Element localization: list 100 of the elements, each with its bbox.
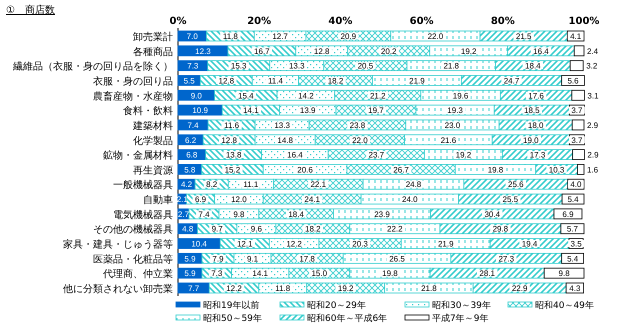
data-label: 14.8 xyxy=(277,136,294,145)
data-label: 2.9 xyxy=(587,120,599,130)
y-tick-label: 繊維品（衣服・身の回り品を除く） xyxy=(12,60,173,73)
data-label: 14.2 xyxy=(298,91,314,100)
y-tick-label: 家具・建具・じゅう器等 xyxy=(63,238,173,251)
legend-label: 昭和20～29年 xyxy=(307,300,366,311)
data-label: 23.8 xyxy=(350,120,366,130)
data-label: 23.0 xyxy=(444,120,461,130)
data-label: 18.4 xyxy=(288,210,304,219)
data-label: 24.1 xyxy=(304,195,321,204)
data-label: 7.0 xyxy=(186,32,198,41)
legend-label: 平成7年～9年 xyxy=(432,313,488,324)
data-label: 10.9 xyxy=(192,106,208,116)
data-label: 5.4 xyxy=(567,195,580,204)
data-label: 6.2 xyxy=(185,136,197,145)
data-label: 15.4 xyxy=(238,91,254,100)
data-label: 4.1 xyxy=(570,32,582,41)
data-label: 22.9 xyxy=(512,284,528,293)
y-tick-label: 電気機械器具 xyxy=(113,208,173,221)
data-label: 2.9 xyxy=(587,150,600,160)
x-tick-label: 80% xyxy=(490,16,515,27)
data-label: 22.1 xyxy=(310,180,327,190)
data-label: 18.5 xyxy=(524,106,540,116)
data-label: 13.8 xyxy=(226,150,242,160)
data-label: 17.6 xyxy=(528,91,544,100)
data-label: 15.2 xyxy=(224,165,241,174)
text: ① 商店数 xyxy=(6,4,55,16)
data-label: 21.8 xyxy=(421,284,438,293)
data-label: 2.1 xyxy=(176,195,188,204)
data-label: 25.5 xyxy=(502,195,519,204)
data-label: 7.9 xyxy=(212,254,224,264)
data-label: 17.3 xyxy=(530,150,546,160)
data-label: 19.2 xyxy=(456,150,472,160)
data-label: 6.9 xyxy=(562,210,574,219)
data-label: 11.1 xyxy=(243,180,259,190)
data-label: 12.1 xyxy=(237,240,254,249)
legend-label: 昭和19年以前 xyxy=(203,300,260,311)
data-label: 5.7 xyxy=(566,224,579,234)
data-label: 9.8 xyxy=(233,210,246,219)
data-label: 3.1 xyxy=(587,91,600,100)
data-label: 21.2 xyxy=(370,91,386,100)
data-label: 19.0 xyxy=(523,136,540,145)
data-label: 8.2 xyxy=(206,180,218,190)
bar xyxy=(572,120,584,130)
y-tick-label: 医薬品・化粧品等 xyxy=(93,253,173,266)
y-tick-label: その他の機械器具 xyxy=(93,224,173,236)
data-label: 4.3 xyxy=(569,284,581,293)
data-label: 5.9 xyxy=(184,254,196,264)
data-label: 22.2 xyxy=(387,224,404,234)
data-label: 18.2 xyxy=(305,224,322,234)
data-label: 3.5 xyxy=(570,240,582,249)
data-label: 19.4 xyxy=(522,240,538,249)
data-label: 28.1 xyxy=(479,269,496,278)
data-label: 16.4 xyxy=(533,46,550,56)
y-tick-label: 卸売業計 xyxy=(133,31,173,43)
data-label: 12.3 xyxy=(195,46,212,56)
data-label: 16.4 xyxy=(287,150,304,160)
data-label: 21.6 xyxy=(440,136,457,145)
data-label: 15.3 xyxy=(230,62,248,71)
data-label: 21.5 xyxy=(516,32,532,41)
data-label: 23.9 xyxy=(374,210,390,219)
data-label: 21.8 xyxy=(443,62,460,71)
data-label: 5.9 xyxy=(184,269,196,278)
data-label: 12.8 xyxy=(218,76,235,86)
bar xyxy=(577,164,584,175)
bar xyxy=(178,120,208,130)
data-label: 7.4 xyxy=(198,210,210,219)
data-label: 12.2 xyxy=(286,240,302,249)
data-label: 9.0 xyxy=(190,91,202,100)
x-tick-label: 0% xyxy=(170,16,186,27)
data-label: 19.2 xyxy=(460,46,478,56)
data-label: 19.3 xyxy=(447,106,464,116)
bar xyxy=(570,60,584,72)
data-label: 9.8 xyxy=(558,269,570,278)
data-label: 10.3 xyxy=(548,165,565,174)
data-label: 19.7 xyxy=(368,106,384,116)
data-label: 9.1 xyxy=(246,254,259,264)
data-label: 18.0 xyxy=(528,120,544,130)
data-label: 7.3 xyxy=(211,269,223,278)
data-label: 11.4 xyxy=(268,76,284,86)
y-tick-label: 衣服・身の回り品 xyxy=(93,75,173,88)
bar xyxy=(178,282,210,294)
data-label: 3.2 xyxy=(586,62,598,71)
y-tick-label: 代理商、仲立業 xyxy=(102,268,173,280)
data-label: 4.0 xyxy=(570,180,582,190)
data-label: 20.6 xyxy=(297,165,314,174)
data-label: 9.7 xyxy=(212,224,224,234)
data-label: 20.9 xyxy=(340,32,357,41)
y-tick-label: 鉱物・金属材料 xyxy=(103,150,173,162)
y-tick-label: 他に分類されない卸売業 xyxy=(63,283,173,295)
data-label: 26.7 xyxy=(393,165,410,174)
data-label: 6.9 xyxy=(194,195,207,204)
data-label: 3.7 xyxy=(571,106,584,116)
data-label: 24.0 xyxy=(402,195,418,204)
bar xyxy=(178,60,208,72)
data-label: 16.7 xyxy=(254,46,270,56)
bar xyxy=(178,104,223,116)
data-label: 14.1 xyxy=(243,106,260,116)
data-label: 18.4 xyxy=(525,62,542,71)
data-label: 12.2 xyxy=(226,284,242,293)
